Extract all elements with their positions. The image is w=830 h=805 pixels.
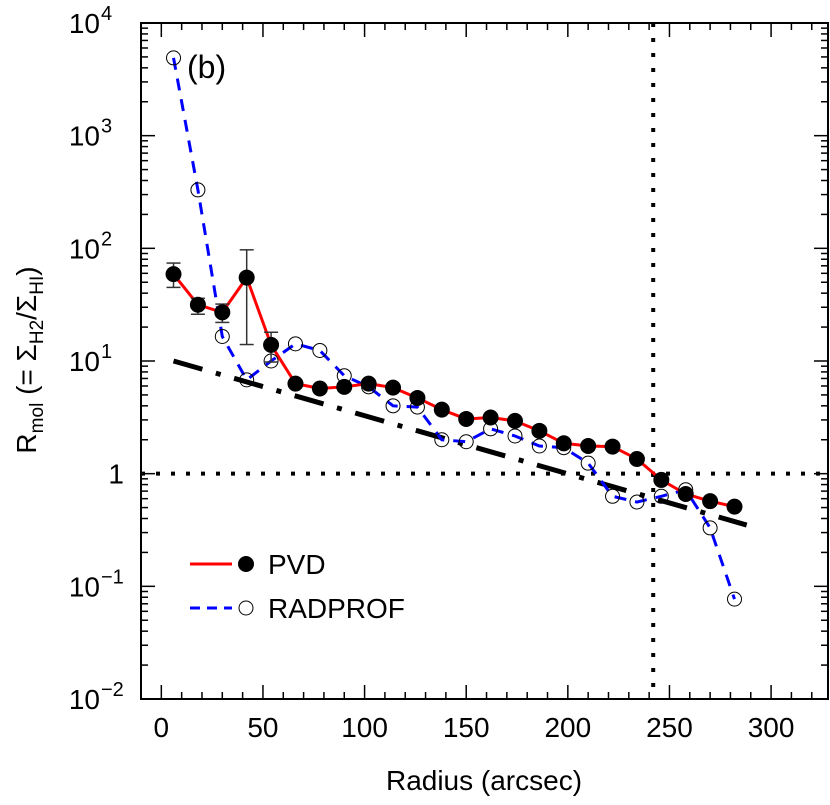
data-point-pvd: [433, 401, 450, 418]
data-point-radprof: [214, 328, 230, 344]
data-point-radprof: [287, 336, 303, 352]
y-tick-label: 10: [69, 233, 100, 264]
x-axis-label: Radius (arcsec): [386, 765, 582, 796]
data-point-radprof: [531, 438, 547, 454]
x-tick-label: 50: [247, 712, 278, 743]
fit-line: [172, 358, 748, 528]
y-tick-exponent: 3: [101, 116, 112, 138]
legend-marker-pvd: [238, 556, 254, 572]
fit-line-group: [172, 358, 748, 528]
data-point-radprof: [653, 488, 669, 504]
y-tick-base: 10: [69, 346, 100, 377]
data-point-pvd: [604, 438, 621, 455]
series-group: [165, 50, 743, 607]
legend-item-pvd: PVD: [190, 549, 326, 580]
y-tick-exponent: −1: [101, 566, 124, 588]
y-label-text: /Σ: [11, 295, 42, 320]
data-point-pvd: [311, 380, 328, 397]
data-point-pvd: [336, 378, 353, 395]
series-line-radprof: [172, 57, 736, 600]
series-line-pvd: [172, 273, 735, 509]
y-label-text: (= Σ: [11, 344, 42, 403]
data-point-pvd: [189, 296, 206, 313]
data-point-pvd: [458, 410, 475, 427]
data-point-pvd: [580, 438, 597, 455]
legend-marker-radprof: [238, 600, 254, 616]
y-tick-base: 10: [69, 684, 100, 715]
y-tick-base: 1: [108, 459, 124, 490]
data-point-radprof: [434, 432, 450, 448]
data-point-radprof: [727, 591, 743, 607]
y-label-subscript: H2: [27, 320, 48, 344]
y-tick-exponent: 4: [101, 3, 112, 25]
y-tick-base: 10: [69, 233, 100, 264]
y-label-subscript: HI: [27, 276, 48, 295]
data-point-pvd: [385, 379, 402, 396]
y-tick-label: 10: [69, 571, 100, 602]
data-point-pvd: [287, 375, 304, 392]
panel-label: (b): [187, 49, 226, 85]
y-tick-base: 10: [69, 8, 100, 39]
data-point-radprof: [605, 488, 621, 504]
y-label-text: R: [11, 433, 42, 453]
y-tick-label: 1: [108, 459, 124, 490]
data-point-pvd: [726, 498, 743, 515]
y-tick-label: 10: [69, 346, 100, 377]
legend-label-radprof: RADPROF: [268, 593, 405, 624]
y-tick-base: 10: [69, 571, 100, 602]
legend-label-pvd: PVD: [268, 549, 326, 580]
reference-lines: [141, 23, 828, 699]
y-tick-exponent: 2: [101, 228, 112, 250]
x-tick-label: 200: [544, 712, 591, 743]
x-tick-label: 100: [341, 712, 388, 743]
y-tick-label: 10: [69, 121, 100, 152]
y-tick-label: 10: [69, 8, 100, 39]
data-point-pvd: [409, 389, 426, 406]
y-tick-exponent: −2: [101, 679, 124, 701]
data-point-pvd: [238, 269, 255, 286]
y-tick-exponent: 1: [101, 341, 112, 363]
x-tick-label: 300: [748, 712, 795, 743]
data-point-pvd: [165, 266, 182, 283]
data-point-pvd: [628, 450, 645, 467]
data-point-pvd: [555, 435, 572, 452]
y-label-subscript: mol: [27, 403, 48, 434]
legend: PVD RADPROF: [190, 549, 405, 624]
y-label-text: ): [11, 266, 42, 275]
data-point-radprof: [312, 342, 328, 358]
data-point-radprof: [166, 50, 182, 66]
data-point-pvd: [263, 336, 280, 353]
x-tick-label: 150: [443, 712, 490, 743]
plot-frame: [140, 22, 829, 700]
data-point-radprof: [702, 520, 718, 536]
y-tick-label: 10: [69, 684, 100, 715]
data-point-radprof: [580, 455, 596, 471]
x-tick-label: 0: [154, 712, 170, 743]
data-point-pvd: [214, 304, 231, 321]
data-point-pvd: [531, 422, 548, 439]
data-point-radprof: [385, 398, 401, 414]
y-tick-base: 10: [69, 121, 100, 152]
data-point-radprof: [507, 428, 523, 444]
data-point-pvd: [702, 493, 719, 510]
legend-item-radprof: RADPROF: [190, 593, 405, 624]
data-point-radprof: [190, 182, 206, 198]
data-point-pvd: [653, 471, 670, 488]
data-point-pvd: [360, 375, 377, 392]
x-tick-label: 250: [646, 712, 693, 743]
data-point-radprof: [629, 494, 645, 510]
data-point-pvd: [506, 412, 523, 429]
y-axis-label: Rmol (= ΣH2/ΣHI): [11, 266, 48, 453]
data-point-radprof: [239, 372, 255, 388]
data-point-pvd: [482, 409, 499, 426]
data-point-radprof: [458, 434, 474, 450]
data-point-pvd: [677, 485, 694, 502]
